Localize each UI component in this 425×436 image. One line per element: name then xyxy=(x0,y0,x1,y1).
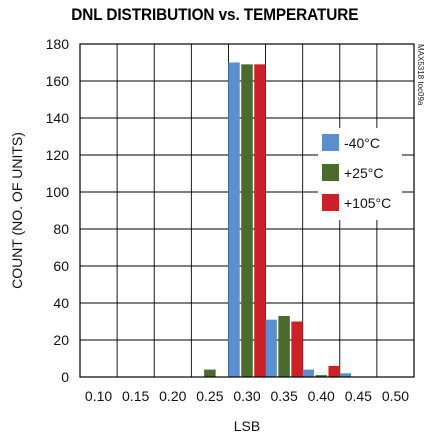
y-tick-label: 40 xyxy=(53,295,69,311)
x-tick-labels: 0.10 0.15 0.20 0.25 0.30 0.35 0.40 0.45 0.50 xyxy=(85,388,409,404)
legend-swatch xyxy=(322,194,339,211)
y-tick-label: 80 xyxy=(53,221,69,237)
y-tick-label: 140 xyxy=(46,110,70,126)
bar-40c-0.30 xyxy=(228,62,240,377)
bar-40c-0.40 xyxy=(302,369,314,377)
x-tick-label: 0.25 xyxy=(196,388,223,404)
x-tick-label: 0.15 xyxy=(122,388,149,404)
x-tick-label: 0.45 xyxy=(345,388,372,404)
figure-code: MAX5318 toc09a xyxy=(416,44,425,106)
legend-swatch xyxy=(322,164,339,181)
x-tick-label: 0.50 xyxy=(382,388,409,404)
legend-swatch xyxy=(322,134,339,151)
legend-label: +105°C xyxy=(344,195,391,211)
x-tick-label: 0.20 xyxy=(159,388,186,404)
bars xyxy=(204,62,352,377)
x-tick-label: 0.40 xyxy=(308,388,335,404)
y-tick-label: 100 xyxy=(46,184,70,200)
y-tick-label: 60 xyxy=(53,258,69,274)
bar-25c-0.25 xyxy=(204,369,216,377)
plot-frame xyxy=(79,43,415,378)
chart-title: DNL DISTRIBUTION vs. TEMPERATURE xyxy=(71,6,359,24)
y-tick-label: 20 xyxy=(53,332,69,348)
legend-label: -40°C xyxy=(344,135,380,151)
legend-label: +25°C xyxy=(344,165,383,181)
bar-25c-0.40 xyxy=(315,375,327,377)
y-tick-label: 120 xyxy=(46,147,70,163)
bar-105c-0.30 xyxy=(254,64,266,377)
y-tick-labels: 0 20 40 60 80 100 120 140 160 180 xyxy=(46,36,70,385)
bar-40c-0.45 xyxy=(339,373,352,377)
bar-25c-0.30 xyxy=(241,64,253,377)
legend: -40°C +25°C +105°C xyxy=(318,128,402,220)
x-tick-label: 0.30 xyxy=(233,388,260,404)
y-tick-label: 160 xyxy=(46,73,70,89)
y-tick-label: 180 xyxy=(46,36,70,52)
y-axis-label: COUNT (NO. OF UNITS) xyxy=(9,132,25,289)
x-tick-label: 0.35 xyxy=(270,388,297,404)
bar-25c-0.35 xyxy=(278,315,290,377)
x-tick-label: 0.10 xyxy=(85,388,112,404)
bar-105c-0.40 xyxy=(328,365,340,377)
bar-105c-0.35 xyxy=(291,321,303,377)
y-tick-label: 0 xyxy=(61,369,69,385)
bar-40c-0.35 xyxy=(265,319,277,377)
x-axis-label: LSB xyxy=(234,418,260,434)
